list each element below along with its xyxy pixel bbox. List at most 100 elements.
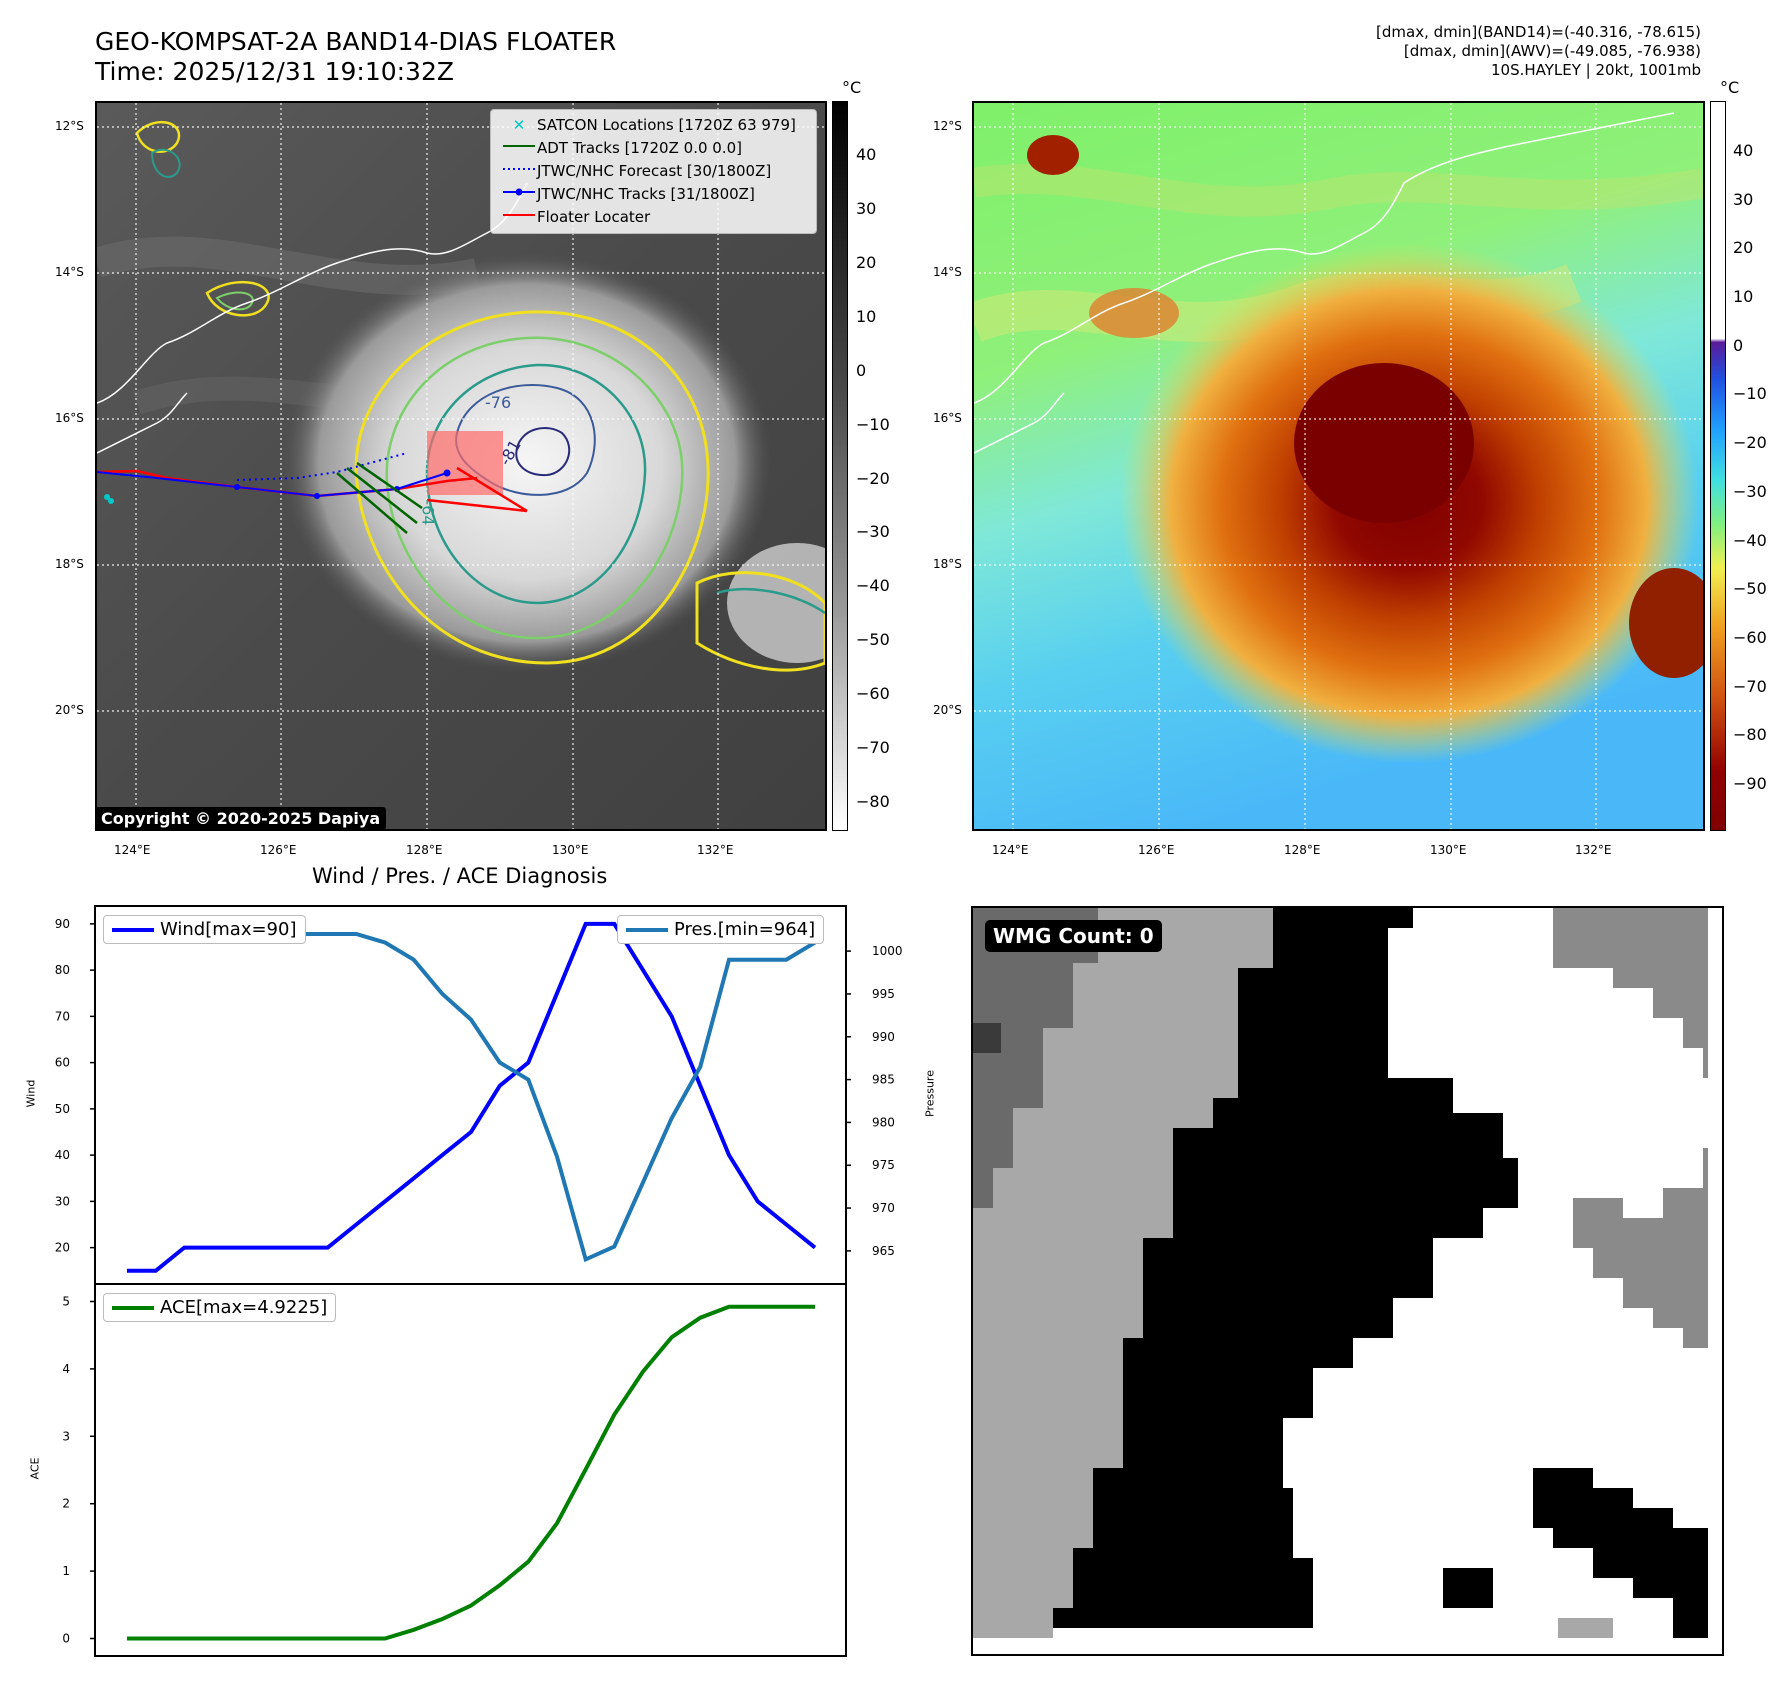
colorbar-left-tick: −30: [856, 522, 890, 542]
lon-tick: 128°E: [406, 843, 443, 857]
band14-map: -76 -81 -64 ✕ SATCON Locations [1720Z 63 …: [95, 101, 827, 831]
colorbar-right-tick: −80: [1733, 725, 1767, 745]
ace-axes: [94, 1283, 847, 1657]
pressure-tick-label: 985: [872, 1073, 895, 1087]
ace-tick-label: 1: [62, 1564, 70, 1578]
lon-tick: 124°E: [114, 843, 151, 857]
title-line-1: GEO-KOMPSAT-2A BAND14-DIAS FLOATER: [95, 27, 617, 56]
pressure-tick-label: 970: [872, 1201, 895, 1215]
info-line-3: 10S.HAYLEY | 20kt, 1001mb: [1491, 61, 1701, 79]
map-legend: ✕ SATCON Locations [1720Z 63 979] ADT Tra…: [490, 109, 817, 234]
colorbar-left-tick: −20: [856, 468, 890, 488]
lat-tick: 14°S: [933, 265, 962, 279]
colorbar-left-tick: −10: [856, 414, 890, 434]
colorbar-right-tick: 40: [1733, 141, 1754, 160]
lat-tick: 12°S: [933, 119, 962, 133]
wmg-count-badge: WMG Count: 0: [985, 920, 1162, 952]
colorbar-right-tick: −40: [1733, 530, 1767, 550]
wmg-imagery: [973, 908, 1722, 1654]
awv-map: [972, 101, 1705, 831]
lon-tick: 130°E: [1430, 843, 1467, 857]
colorbar-left-tick: 30: [856, 198, 877, 218]
pressure-tick-label: 1000: [872, 944, 903, 958]
awv-imagery: [974, 103, 1703, 829]
floater-line-icon: [503, 214, 535, 216]
lat-tick: 12°S: [55, 119, 84, 133]
pressure-tick-label: 965: [872, 1244, 895, 1258]
lon-tick: 126°E: [1138, 843, 1175, 857]
ace-tick-label: 3: [62, 1429, 70, 1443]
colorbar-left-tick: −50: [856, 630, 890, 650]
pressure-tick-label: 990: [872, 1030, 895, 1044]
pressure-tick-label: 975: [872, 1158, 895, 1172]
wind-tick-label: 40: [55, 1148, 70, 1162]
colorbar-right-tick: −10: [1733, 384, 1767, 404]
colorbar-right-tick: −90: [1733, 774, 1767, 793]
colorbar-right-tick: −20: [1733, 433, 1767, 453]
ace-legend: ACE[max=4.9225]: [103, 1293, 337, 1322]
wind-legend-swatch: [112, 928, 154, 932]
colorbar-left-tick: −40: [856, 576, 890, 596]
satcon-marker-icon: ✕: [512, 116, 526, 134]
colorbar-unit-left: °C: [842, 78, 862, 97]
lat-tick: 18°S: [55, 557, 84, 571]
ace-series-line: [127, 1304, 815, 1641]
ace-legend-swatch: [112, 1306, 154, 1310]
lon-tick: 132°E: [697, 843, 734, 857]
contour-label-76: -76: [485, 393, 512, 412]
colorbar-unit-right: °C: [1720, 78, 1740, 97]
wmg-panel: WMG Count: 0: [971, 906, 1724, 1656]
colorbar-right-tick: −30: [1733, 481, 1767, 501]
floater-box: [427, 431, 503, 495]
colorbar-left: [832, 101, 848, 831]
pressure-axis-label: Pressure: [923, 1070, 937, 1117]
ace-tick-label: 5: [62, 1294, 70, 1308]
wind-tick-label: 90: [55, 917, 70, 931]
lat-tick: 14°S: [55, 265, 84, 279]
lon-tick: 130°E: [552, 843, 589, 857]
wind-tick-label: 80: [55, 963, 70, 977]
colorbar-left-tick: −70: [856, 738, 890, 758]
lon-tick: 132°E: [1575, 843, 1612, 857]
title-line-2: Time: 2025/12/31 19:10:32Z: [95, 57, 454, 86]
wind-tick-label: 20: [55, 1241, 70, 1255]
pressure-tick-label: 995: [872, 987, 895, 1001]
wind-legend: Wind[max=90]: [103, 915, 306, 944]
wind-tick-label: 60: [55, 1056, 70, 1070]
forecast-line-icon: [503, 168, 535, 170]
pressure-legend: Pres.[min=964]: [617, 915, 825, 944]
lat-tick: 18°S: [933, 557, 962, 571]
colorbar-right-tick: 20: [1733, 238, 1754, 258]
colorbar-left-tick: −80: [856, 792, 890, 811]
lat-tick: 16°S: [933, 411, 962, 425]
wind-tick-label: 50: [55, 1102, 70, 1116]
tracks-line-icon: [503, 188, 535, 196]
ace-tick-label: 2: [62, 1497, 70, 1511]
colorbar-right-tick: 10: [1733, 287, 1754, 307]
diagnosis-title: Wind / Pres. / ACE Diagnosis: [312, 864, 608, 888]
colorbar-left-tick: −60: [856, 684, 890, 704]
colorbar-left-tick: 20: [856, 252, 877, 272]
pressure-legend-swatch: [626, 928, 668, 932]
lat-tick: 16°S: [55, 411, 84, 425]
colorbar-left-tick: 40: [856, 145, 877, 164]
colorbar-right-tick: 0: [1733, 335, 1744, 355]
adt-line-icon: [503, 145, 535, 147]
lon-tick: 128°E: [1284, 843, 1321, 857]
legend-forecast: JTWC/NHC Forecast [30/1800Z]: [501, 162, 771, 180]
lon-tick: 126°E: [260, 843, 297, 857]
lat-tick: 20°S: [55, 703, 84, 717]
legend-satcon: ✕ SATCON Locations [1720Z 63 979]: [501, 116, 796, 134]
wind-axis-label: Wind: [24, 1079, 38, 1108]
colorbar-right-tick: −50: [1733, 579, 1767, 599]
legend-floater: Floater Locater: [501, 208, 650, 226]
ace-axis-label: ACE: [28, 1457, 42, 1480]
colorbar-right-tick: −70: [1733, 676, 1767, 696]
info-line-1: [dmax, dmin](BAND14)=(-40.316, -78.615): [1376, 23, 1701, 41]
wind-series-line: [127, 921, 817, 1273]
info-line-2: [dmax, dmin](AWV)=(-49.085, -76.938): [1403, 42, 1701, 60]
legend-adt: ADT Tracks [1720Z 0.0 0.0]: [501, 139, 742, 157]
colorbar-left-tick: 0: [856, 360, 867, 380]
colorbar-right-tick: 30: [1733, 189, 1754, 209]
